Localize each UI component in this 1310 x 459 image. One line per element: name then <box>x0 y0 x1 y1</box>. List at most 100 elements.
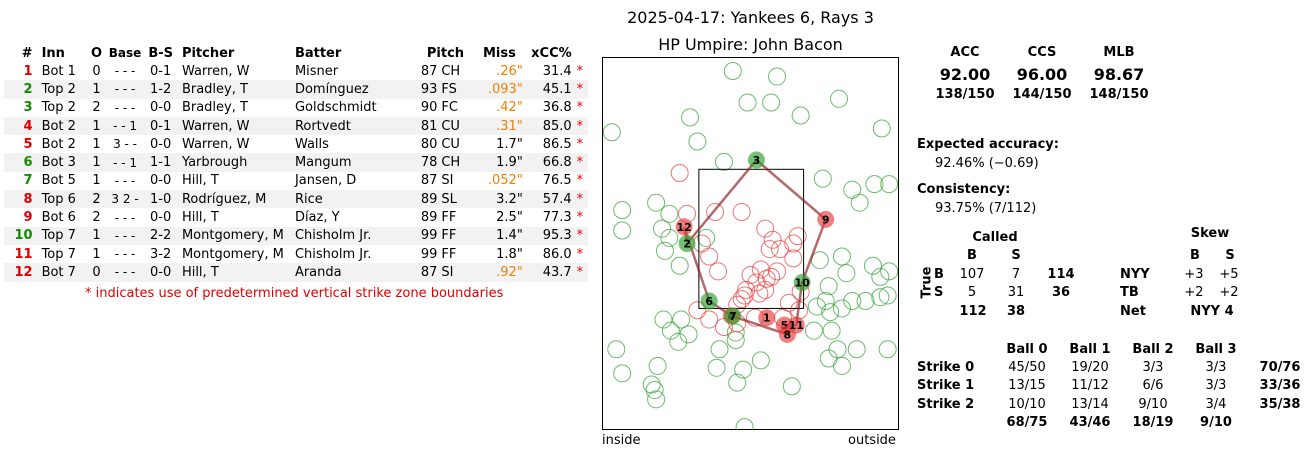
called-ball-point <box>878 286 897 305</box>
cell-predetermined-zone-marker: * <box>571 226 588 245</box>
cell-xcc-percent: 86.5 <box>542 136 572 152</box>
missed-call-point <box>675 218 693 236</box>
cell-row-number: 3 <box>23 100 33 116</box>
count-s0-total: 70/76 <box>1259 360 1301 375</box>
called-strike-point <box>700 247 719 266</box>
strike-zone-plot: 123456789101112 <box>602 57 899 430</box>
cell-xcc-percent: 36.8 <box>542 100 572 116</box>
consistency-value: 93.75% (7/112) <box>935 201 1037 216</box>
cell-velocity: 89 <box>414 190 438 209</box>
cell-inning: Top 6 <box>37 190 87 209</box>
col-header-pitch: Pitch <box>426 45 465 61</box>
ccs-count: 144/150 <box>1012 87 1072 102</box>
cell-outs: 1 <box>86 226 107 245</box>
missed-call-point <box>724 307 742 325</box>
expected-accuracy-value: 92.46% (−0.69) <box>935 156 1039 171</box>
cell-row-number: 4 <box>4 116 38 136</box>
cell-count: 1-2 <box>143 80 178 99</box>
skew-title: Skew <box>1190 226 1230 241</box>
cell-pitch-type: CU <box>437 116 477 136</box>
cell-row-number: 11 <box>14 246 33 262</box>
count-s1-b0: 13/15 <box>1008 378 1046 393</box>
cell-predetermined-zone-marker: * <box>571 263 588 282</box>
cell-miss-distance: .42" <box>496 100 523 116</box>
cell-predetermined-zone-marker: * <box>571 116 588 136</box>
called-ball-point <box>847 340 866 359</box>
called-ball-point <box>791 106 810 125</box>
cell-batter: Domínguez <box>294 80 415 99</box>
called-strike-point <box>756 280 775 299</box>
skew-net-value: NYY 4 <box>1190 304 1234 319</box>
cell-count: 2-2 <box>143 226 178 245</box>
called-ball-point <box>647 390 666 409</box>
cell-outs: 2 <box>92 100 101 116</box>
cell-outs: 1 <box>86 80 107 99</box>
called-strike-point <box>732 290 751 309</box>
called-ball-point <box>871 288 890 307</box>
cell-velocity: 99 <box>420 246 438 262</box>
cell-inning: Bot 5 <box>41 173 76 189</box>
called-strike-point <box>756 219 775 238</box>
count-b3-total: 9/10 <box>1200 415 1232 430</box>
missed-call-label: 5 <box>781 319 789 332</box>
called-strike-point <box>735 286 754 305</box>
called-strike-point <box>784 234 803 253</box>
count-col-ball1: Ball 1 <box>1069 342 1111 357</box>
cell-xcc-percent: 45.1 <box>522 80 572 99</box>
called-ball-point <box>697 228 716 247</box>
cell-predetermined-zone-marker: * <box>576 210 584 226</box>
cell-outs: 1 <box>92 246 101 262</box>
missed-call-label: 1 <box>763 312 771 325</box>
count-s0-b3: 3/3 <box>1205 360 1227 375</box>
called-ss: 31 <box>1007 285 1025 300</box>
called-strike-point <box>762 267 781 286</box>
count-s0-b2: 3/3 <box>1142 360 1164 375</box>
cell-miss-distance: 1.4" <box>476 226 523 245</box>
cell-batter: Rice <box>294 190 415 209</box>
cell-batter: Jansen, D <box>294 173 357 189</box>
x-label-outside: outside <box>848 433 896 448</box>
called-row-s-label: S <box>934 285 944 300</box>
cell-bases: - - - <box>114 247 136 262</box>
called-strike-point <box>751 260 770 279</box>
called-ball-point <box>832 299 851 318</box>
missed-call-point <box>758 309 776 327</box>
called-strike-point <box>741 266 760 285</box>
missed-call-label: 2 <box>683 238 691 251</box>
cell-velocity: 93 <box>414 80 438 99</box>
cell-batter: Goldschmidt <box>294 100 377 116</box>
skew-net-label: Net <box>1120 304 1146 319</box>
called-strike-point <box>670 164 689 183</box>
mlb-header: MLB <box>1103 45 1135 60</box>
cell-predetermined-zone-marker: * <box>576 63 584 79</box>
cell-row-number: 2 <box>4 80 38 99</box>
cell-velocity: 80 <box>420 136 438 152</box>
x-label-inside: inside <box>602 433 641 448</box>
cell-pitcher: Montgomery, M <box>177 226 295 245</box>
cell-inning: Top 7 <box>41 246 76 262</box>
called-ball-point <box>613 364 632 383</box>
called-ball-point <box>642 375 661 394</box>
cell-count: 0-0 <box>150 100 172 116</box>
cell-batter: Díaz, Y <box>294 210 340 226</box>
called-ball-point <box>832 247 851 266</box>
cell-xcc-percent: 86.0 <box>542 246 572 262</box>
cell-pitcher: Yarbrough <box>177 153 295 172</box>
cell-pitch-type: SI <box>437 263 477 282</box>
cell-pitch-type: FF <box>437 226 477 245</box>
called-ball-point <box>681 108 700 127</box>
footnote: * indicates use of predetermined vertica… <box>85 286 504 301</box>
cell-velocity: 99 <box>414 226 438 245</box>
table-row: 9 Bot 6 2 - - - 0-0 Hill, T Díaz, Y 89 FF 2.5" 77.… <box>4 208 588 226</box>
called-ball-point <box>714 152 733 171</box>
missed-calls-table: # Inn O Base B-S Pitcher Batter Pitch Mi… <box>4 44 588 282</box>
ccs-header: CCS <box>1027 45 1057 60</box>
called-b-total: 114 <box>1047 267 1075 282</box>
cell-bases: - - - <box>106 263 144 282</box>
count-b0-total: 68/75 <box>1006 415 1048 430</box>
called-ball-point <box>819 277 838 296</box>
skew-row-nyy-label: NYY <box>1120 267 1150 282</box>
